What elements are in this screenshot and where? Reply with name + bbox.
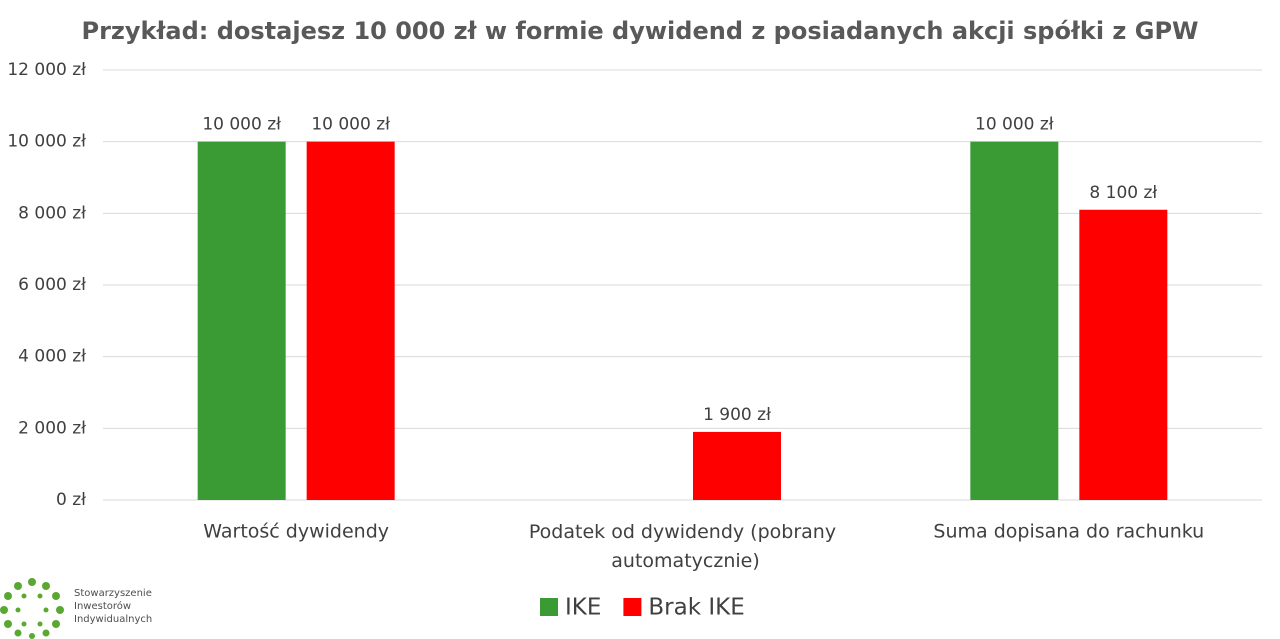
y-tick-label: 2 000 zł bbox=[18, 418, 86, 438]
value-label: 1 900 zł bbox=[703, 405, 771, 425]
y-tick-label: 10 000 zł bbox=[7, 132, 86, 152]
legend-swatch bbox=[540, 598, 558, 616]
bar bbox=[970, 141, 1059, 500]
logo-text: Indywidualnych bbox=[74, 614, 152, 625]
x-tick-label: Wartość dywidendy bbox=[203, 521, 389, 543]
chart-title: Przykład: dostajesz 10 000 zł w formie d… bbox=[81, 17, 1198, 45]
logo-text: Inwestorów bbox=[74, 600, 131, 612]
value-label: 10 000 zł bbox=[311, 115, 390, 135]
y-tick-label: 6 000 zł bbox=[18, 275, 86, 295]
bar bbox=[693, 431, 781, 500]
legend-label: IKE bbox=[565, 595, 601, 621]
value-label: 10 000 zł bbox=[975, 115, 1054, 135]
value-label: 8 100 zł bbox=[1089, 183, 1157, 203]
logo-text: Stowarzyszenie bbox=[74, 588, 152, 599]
logo-icon bbox=[0, 578, 64, 639]
bar bbox=[1079, 209, 1168, 500]
x-tick-label: Podatek od dywidendy (pobrany automatycz… bbox=[529, 521, 836, 572]
y-tick-label: 4 000 zł bbox=[18, 347, 86, 367]
x-tick-label: Suma dopisana do rachunku bbox=[933, 521, 1204, 543]
y-tick-label: 8 000 zł bbox=[18, 203, 86, 223]
legend-swatch bbox=[623, 598, 642, 616]
legend-label: Brak IKE bbox=[648, 595, 744, 621]
value-label: 10 000 zł bbox=[202, 115, 281, 135]
bar bbox=[306, 141, 395, 500]
y-tick-label: 0 zł bbox=[56, 490, 86, 510]
y-tick-label: 12 000 zł bbox=[7, 60, 86, 80]
bar bbox=[197, 141, 286, 500]
